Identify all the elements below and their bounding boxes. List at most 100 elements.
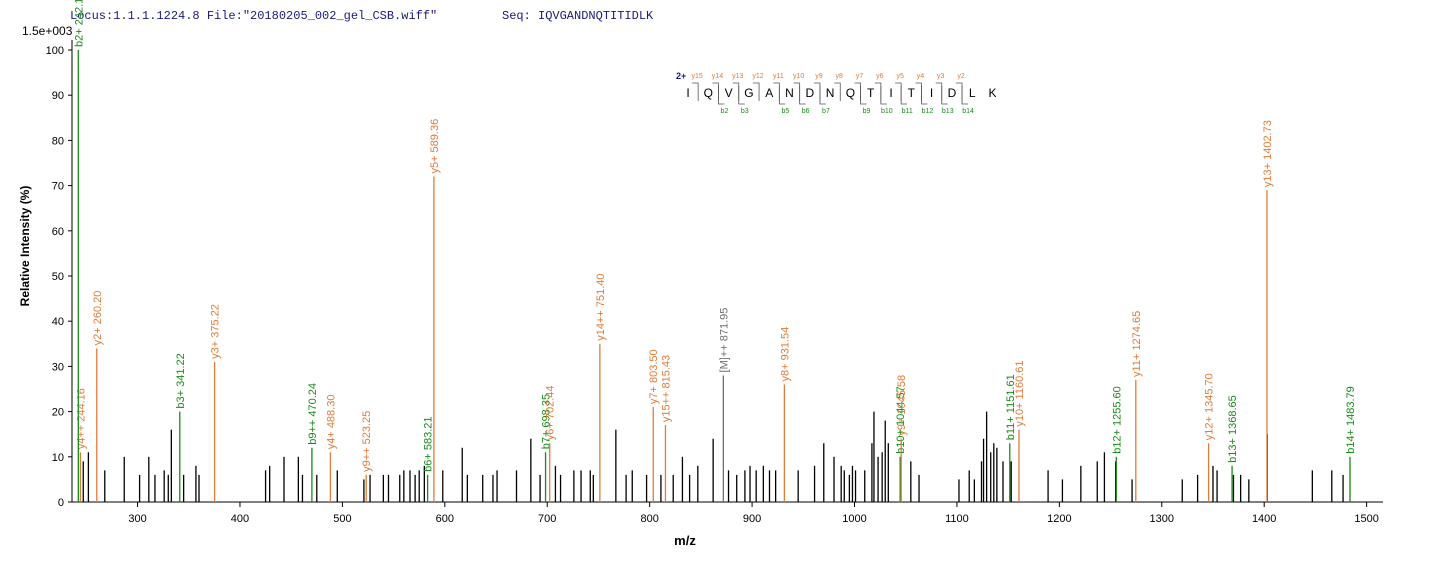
peak-label: y2+ 260.20: [92, 291, 104, 346]
residue: Q: [846, 86, 855, 100]
y-ion: y6: [876, 73, 884, 80]
y-bracket: [813, 82, 821, 101]
peak-label: y14++ 751.40: [595, 274, 607, 341]
peak-label: b10+ 1044.57: [895, 386, 907, 454]
y-ion: y2: [957, 73, 965, 80]
residue: L: [969, 86, 976, 100]
peak-label: y11+ 1274.65: [1131, 311, 1143, 377]
y-tick-label: 40: [52, 316, 64, 328]
x-tick-label: 1200: [1047, 513, 1071, 525]
peak-label: y8+ 931.54: [779, 327, 791, 382]
peak-label: y15++ 815.43: [660, 355, 672, 422]
residue: D: [948, 86, 957, 100]
x-tick-label: 400: [231, 513, 249, 525]
b-ion: b3: [741, 108, 749, 115]
b-bracket: [819, 86, 826, 105]
y-bracket: [712, 82, 719, 101]
x-tick-label: 500: [333, 513, 351, 525]
peak-label: b3+ 341.22: [175, 353, 187, 408]
b-ion: b10: [881, 108, 893, 115]
y-bracket: [732, 82, 740, 101]
peak-label: y4++ 244.16: [75, 388, 87, 449]
x-tick-label: 1400: [1252, 513, 1276, 525]
b-ion: b9: [863, 108, 871, 115]
charge-label: 2+: [676, 71, 686, 81]
y-tick-label: 70: [52, 181, 64, 193]
x-tick-label: 900: [743, 513, 761, 525]
b-ion: b2: [721, 108, 729, 115]
peak-label: y9++ 523.25: [361, 411, 373, 472]
b-ion: b11: [902, 108, 913, 115]
b-bracket: [941, 86, 948, 105]
b-bracket: [738, 86, 745, 105]
b-ion: b14: [962, 108, 974, 115]
y-ion: y11: [773, 73, 784, 80]
residue: I: [889, 86, 892, 100]
x-tick-label: 600: [436, 513, 454, 525]
b-bracket: [921, 86, 928, 105]
residue: I: [686, 86, 689, 100]
x-tick-label: 300: [128, 513, 146, 525]
y-bracket: [895, 82, 902, 101]
y-bracket: [753, 82, 760, 101]
b-bracket: [718, 86, 725, 105]
peak-label: b6+ 583.21: [423, 417, 435, 472]
y-ion: y15: [692, 73, 703, 80]
peak-label: y4+ 488.30: [325, 395, 337, 450]
b-bracket: [900, 86, 908, 105]
peak-label: y7+ 803.50: [648, 349, 660, 404]
residue: K: [988, 86, 996, 100]
y-bracket: [834, 82, 841, 101]
y-tick-label: 10: [52, 452, 64, 464]
peak-label: y9+ 1045.58: [896, 375, 908, 436]
b-ion: b7: [822, 108, 830, 115]
y-ion: y3: [937, 73, 945, 80]
peak-label: y6+ 702.44: [545, 385, 557, 440]
header-locus: Locus:1.1.1.1224.8 File:"20180205_002_ge…: [70, 9, 437, 23]
x-tick-label: 1100: [945, 513, 969, 525]
residue: A: [765, 86, 773, 100]
y-ion: y9: [815, 73, 823, 80]
y-bracket: [915, 82, 922, 101]
y-bracket: [956, 82, 963, 101]
x-tick-label: 700: [538, 513, 556, 525]
y-bracket: [854, 82, 861, 101]
y-tick-label: 50: [52, 271, 64, 283]
residue: Q: [704, 86, 713, 100]
x-tick-label: 1300: [1150, 513, 1174, 525]
peak-label: b11+ 1151.61: [1005, 374, 1017, 440]
y-ion: y5: [896, 73, 904, 80]
peak-label: b7+ 698.35: [541, 394, 553, 449]
peak-label: b13+ 1368.65: [1227, 395, 1239, 463]
y-tick-label: 100: [46, 45, 64, 57]
b-bracket: [799, 86, 806, 105]
y-bracket: [935, 82, 943, 101]
y-tick-label: 80: [52, 135, 64, 147]
y-tick-label: 0: [58, 497, 64, 509]
y-ion: y8: [836, 73, 844, 80]
x-tick-label: 800: [640, 513, 658, 525]
b-ion: b13: [942, 108, 954, 115]
peak-label: b9++ 470.24: [307, 383, 319, 445]
b-bracket: [778, 86, 786, 105]
residue: I: [930, 86, 933, 100]
peak-label: [M]++ 871.95: [718, 308, 730, 373]
b-ion: b5: [781, 108, 789, 115]
peak-label: b14+ 1483.79: [1345, 386, 1357, 454]
b-bracket: [880, 86, 887, 105]
peak-label: y13+ 1402.73: [1262, 120, 1274, 187]
y-ion: y12: [752, 73, 763, 80]
y-axis-label: Relative Intensity (%): [18, 186, 32, 307]
residue: G: [744, 86, 753, 100]
header-seq: Seq: IQVGANDNQTITIDLK: [502, 9, 654, 23]
b-ion: b6: [802, 108, 810, 115]
y-tick-label: 20: [52, 407, 64, 419]
y-ion: y14: [712, 73, 723, 80]
b-bracket: [961, 86, 969, 105]
y-bracket: [874, 82, 882, 101]
b-bracket: [860, 86, 867, 105]
y-tick-label: 30: [52, 361, 64, 373]
peak-label: y12+ 1345.70: [1204, 373, 1216, 440]
peak-label: y10+ 1160.61: [1014, 361, 1026, 427]
residue: D: [805, 86, 814, 100]
